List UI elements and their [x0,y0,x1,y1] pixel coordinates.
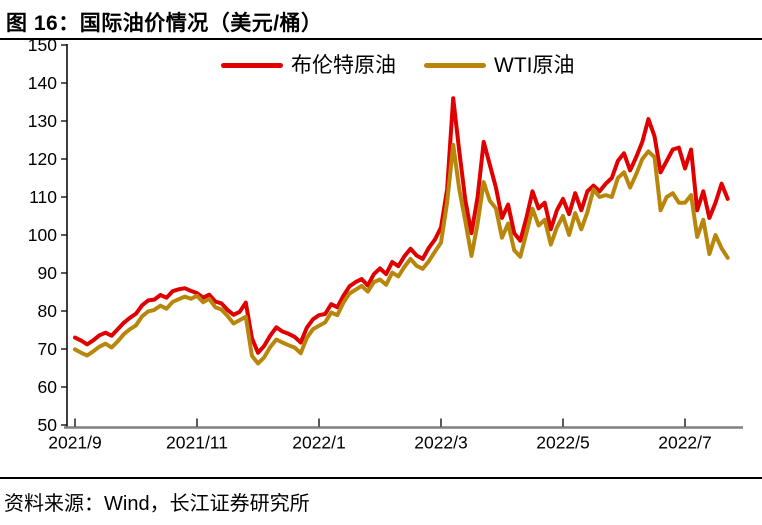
x-tick-label: 2022/5 [536,433,590,453]
y-tick-label: 130 [28,111,57,131]
x-tick-label: 2021/9 [48,433,102,453]
legend-item-wti: WTI原油 [424,55,574,76]
x-tick-label: 2022/7 [658,433,712,453]
source-divider [0,477,762,479]
legend-item-brent: 布伦特原油 [221,55,396,76]
y-tick-label: 60 [38,377,58,397]
y-tick-label: 140 [28,73,57,93]
y-tick-label: 50 [38,415,58,435]
brent-line-swatch [221,62,283,68]
y-tick-label: 150 [28,35,57,55]
y-tick-label: 120 [28,149,57,169]
y-tick-label: 100 [28,225,57,245]
y-tick-label: 110 [29,187,57,207]
legend-label-brent: 布伦特原油 [291,53,396,77]
source-note: 资料来源：Wind，长江证券研究所 [4,493,310,515]
y-tick-label: 70 [38,339,58,359]
series-line-wti [73,142,730,366]
chart-legend: 布伦特原油 WTI原油 [221,53,574,77]
y-tick-label: 90 [38,263,58,283]
series-line-brent [73,96,730,355]
x-tick-label: 2021/11 [166,433,228,453]
wti-line-swatch [424,62,486,68]
figure-title: 图 16：国际油价情况（美元/桶） [6,12,323,35]
x-tick-label: 2022/3 [414,433,468,453]
y-tick-label: 80 [38,301,58,321]
x-tick-label: 2022/1 [292,433,346,453]
title-divider [0,38,762,40]
legend-label-wti: WTI原油 [494,53,575,77]
